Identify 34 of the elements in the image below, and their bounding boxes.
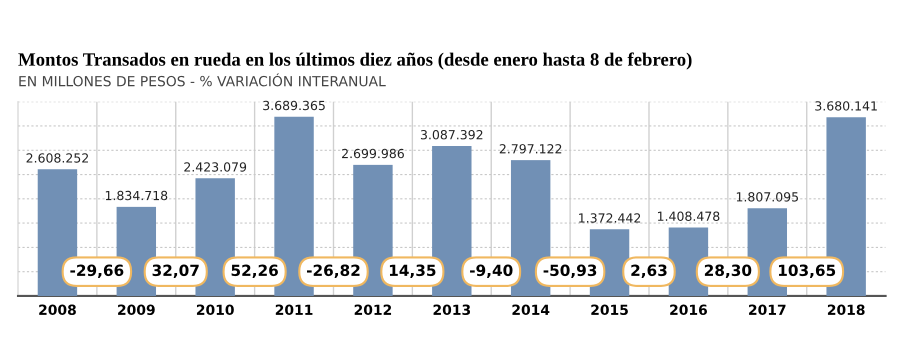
x-tick-label: 2017 [749,304,786,316]
x-tick-label: 2009 [118,304,155,316]
x-tick-label: 2016 [670,304,707,316]
x-tick-label: 2012 [354,304,392,316]
data-label: 3.087.392 [420,130,482,140]
annotation: -50,93 [544,264,596,278]
data-label: 3.680.141 [815,101,877,111]
annotation: 2,63 [631,264,667,278]
data-label: 2.423.079 [184,162,246,172]
annotation: -9,40 [470,264,513,278]
data-label: 1.372.442 [579,213,640,223]
data-label: 1.408.478 [658,212,720,221]
x-tick-label: 2013 [434,304,470,316]
x-tick-label: 2014 [512,304,550,316]
annotation: 14,35 [390,264,436,278]
data-label: 3.689.365 [263,100,325,110]
data-label: 2.699.986 [342,148,404,158]
annotation: 103,65 [778,264,836,278]
annotation: -26,82 [306,264,360,278]
chart-subtitle: EN MILLONES DE PESOS - % VARIACIÓN INTERANUAL [19,73,386,86]
data-label: 2.608.252 [26,153,88,163]
annotation: 52,26 [232,264,278,278]
annotation: 32,07 [152,264,199,278]
x-tick-label: 2008 [39,304,76,316]
annotation: 28,30 [704,264,752,278]
x-tick-label: 2018 [828,304,865,316]
x-tick-label: 2015 [591,304,628,316]
x-tick-label: 2010 [196,304,234,316]
data-label: 1.834.718 [106,190,168,200]
x-tick-label: 2011 [276,304,312,316]
data-label: 2.797.122 [500,144,562,154]
data-label: 1.807.095 [736,192,798,202]
annotation: -29,66 [70,264,124,278]
chart-title: Montos Transados en rueda en los últimos diez años (desde enero hasta 8 de febrero) [18,52,692,70]
